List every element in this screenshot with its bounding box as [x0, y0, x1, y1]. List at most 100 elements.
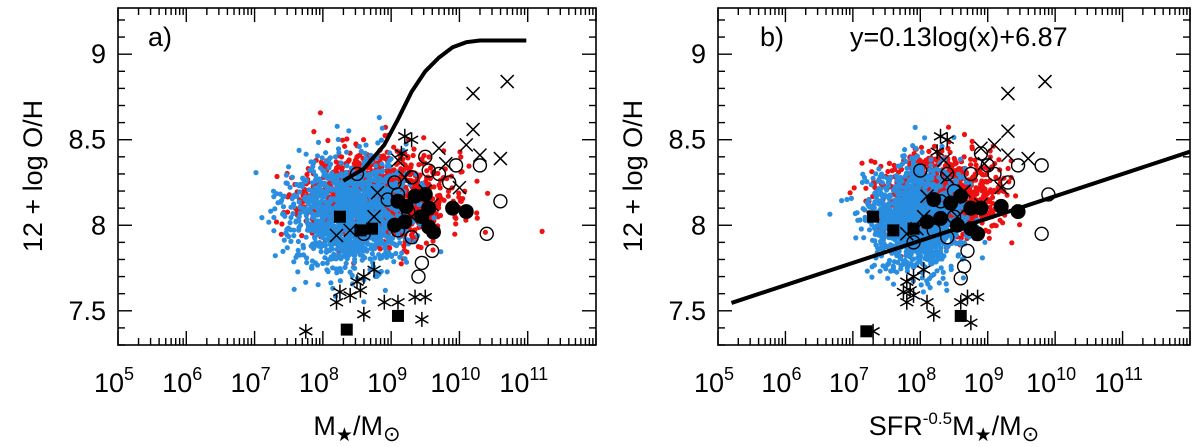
blue-point — [940, 269, 946, 275]
blue-point — [375, 180, 382, 186]
blue-point — [259, 215, 265, 221]
red-point — [539, 228, 545, 234]
blue-point — [910, 161, 917, 167]
asterisk-marker — [415, 311, 429, 327]
blue-point — [379, 161, 385, 167]
blue-point — [875, 178, 881, 184]
blue-point — [897, 197, 903, 203]
asterisk-marker — [391, 294, 405, 310]
blue-point — [316, 208, 322, 214]
open-circle-marker — [906, 235, 921, 250]
blue-point — [886, 201, 892, 207]
blue-point — [303, 179, 309, 185]
blue-point — [917, 257, 923, 264]
blue-point — [382, 221, 388, 227]
blue-point — [919, 149, 925, 155]
blue-point — [304, 217, 310, 223]
blue-point — [356, 143, 362, 150]
xlabel-a-sub2: ⊙ — [383, 423, 401, 446]
open-circle-marker — [479, 226, 494, 242]
blue-point — [883, 266, 889, 272]
blue-point — [868, 182, 874, 188]
blue-point — [936, 280, 942, 286]
blue-point — [347, 208, 353, 214]
blue-point — [374, 197, 380, 203]
blue-point — [347, 240, 353, 246]
panel-a-frame — [117, 7, 597, 346]
blue-point — [381, 207, 388, 213]
red-point — [968, 162, 974, 168]
blue-point — [321, 168, 327, 174]
open-circle-marker — [472, 158, 488, 173]
blue-point — [283, 172, 289, 178]
red-point — [457, 198, 463, 204]
blue-point — [376, 252, 382, 258]
y-tick-label: 7.5 — [68, 296, 106, 326]
blue-point — [881, 174, 887, 180]
blue-point — [876, 166, 882, 172]
blue-point — [330, 285, 336, 291]
blue-point — [343, 227, 349, 233]
red-point — [482, 229, 488, 235]
blue-point — [925, 181, 931, 187]
blue-point — [362, 255, 368, 261]
red-point — [971, 190, 977, 196]
red-point — [344, 136, 350, 142]
blue-point — [329, 207, 335, 213]
red-point — [311, 129, 317, 135]
red-point — [847, 190, 853, 196]
blue-point — [394, 212, 400, 218]
blue-point — [919, 202, 925, 208]
red-point — [891, 162, 897, 168]
blue-point — [362, 150, 368, 156]
blue-point — [948, 263, 954, 269]
blue-point — [859, 179, 866, 185]
open-circle-marker — [421, 163, 436, 178]
blue-point — [319, 155, 325, 161]
blue-point — [870, 175, 876, 181]
cross-marker — [466, 122, 481, 137]
red-point — [408, 162, 414, 168]
red-point — [995, 189, 1001, 195]
blue-point — [866, 227, 873, 233]
blue-point — [885, 275, 891, 281]
blue-point — [431, 215, 437, 221]
blue-point — [373, 163, 379, 169]
open-circle-marker — [441, 175, 457, 190]
blue-point — [910, 262, 917, 268]
red-point — [892, 166, 898, 173]
blue-point — [334, 198, 340, 204]
blue-point — [335, 266, 341, 272]
blue-point — [898, 219, 905, 225]
red-point — [430, 247, 436, 253]
blue-point — [963, 179, 969, 185]
blue-point — [848, 195, 855, 201]
blue-point — [882, 211, 888, 217]
blue-point — [322, 199, 329, 205]
blue-point — [296, 199, 302, 205]
blue-point — [293, 254, 299, 260]
blue-point — [304, 260, 310, 266]
blue-point — [893, 173, 900, 179]
red-point — [991, 187, 997, 194]
red-point — [851, 185, 857, 191]
blue-point — [387, 150, 393, 156]
red-point — [436, 182, 442, 188]
red-point — [339, 165, 345, 171]
blue-point — [352, 265, 358, 271]
blue-point — [389, 252, 395, 258]
blue-point — [878, 241, 884, 247]
panel-a-ylabel: 12 + log O/H — [18, 100, 48, 252]
blue-point — [369, 183, 375, 189]
red-point — [424, 168, 430, 174]
blue-point — [916, 190, 922, 196]
red-point — [997, 217, 1003, 223]
blue-point — [313, 224, 319, 230]
cross-marker — [397, 170, 412, 185]
blue-point — [345, 251, 351, 257]
asterisk-marker — [404, 132, 419, 148]
blue-point — [384, 252, 390, 258]
red-point — [333, 159, 339, 165]
open-circle-marker — [1034, 226, 1049, 242]
blue-point — [291, 192, 297, 198]
